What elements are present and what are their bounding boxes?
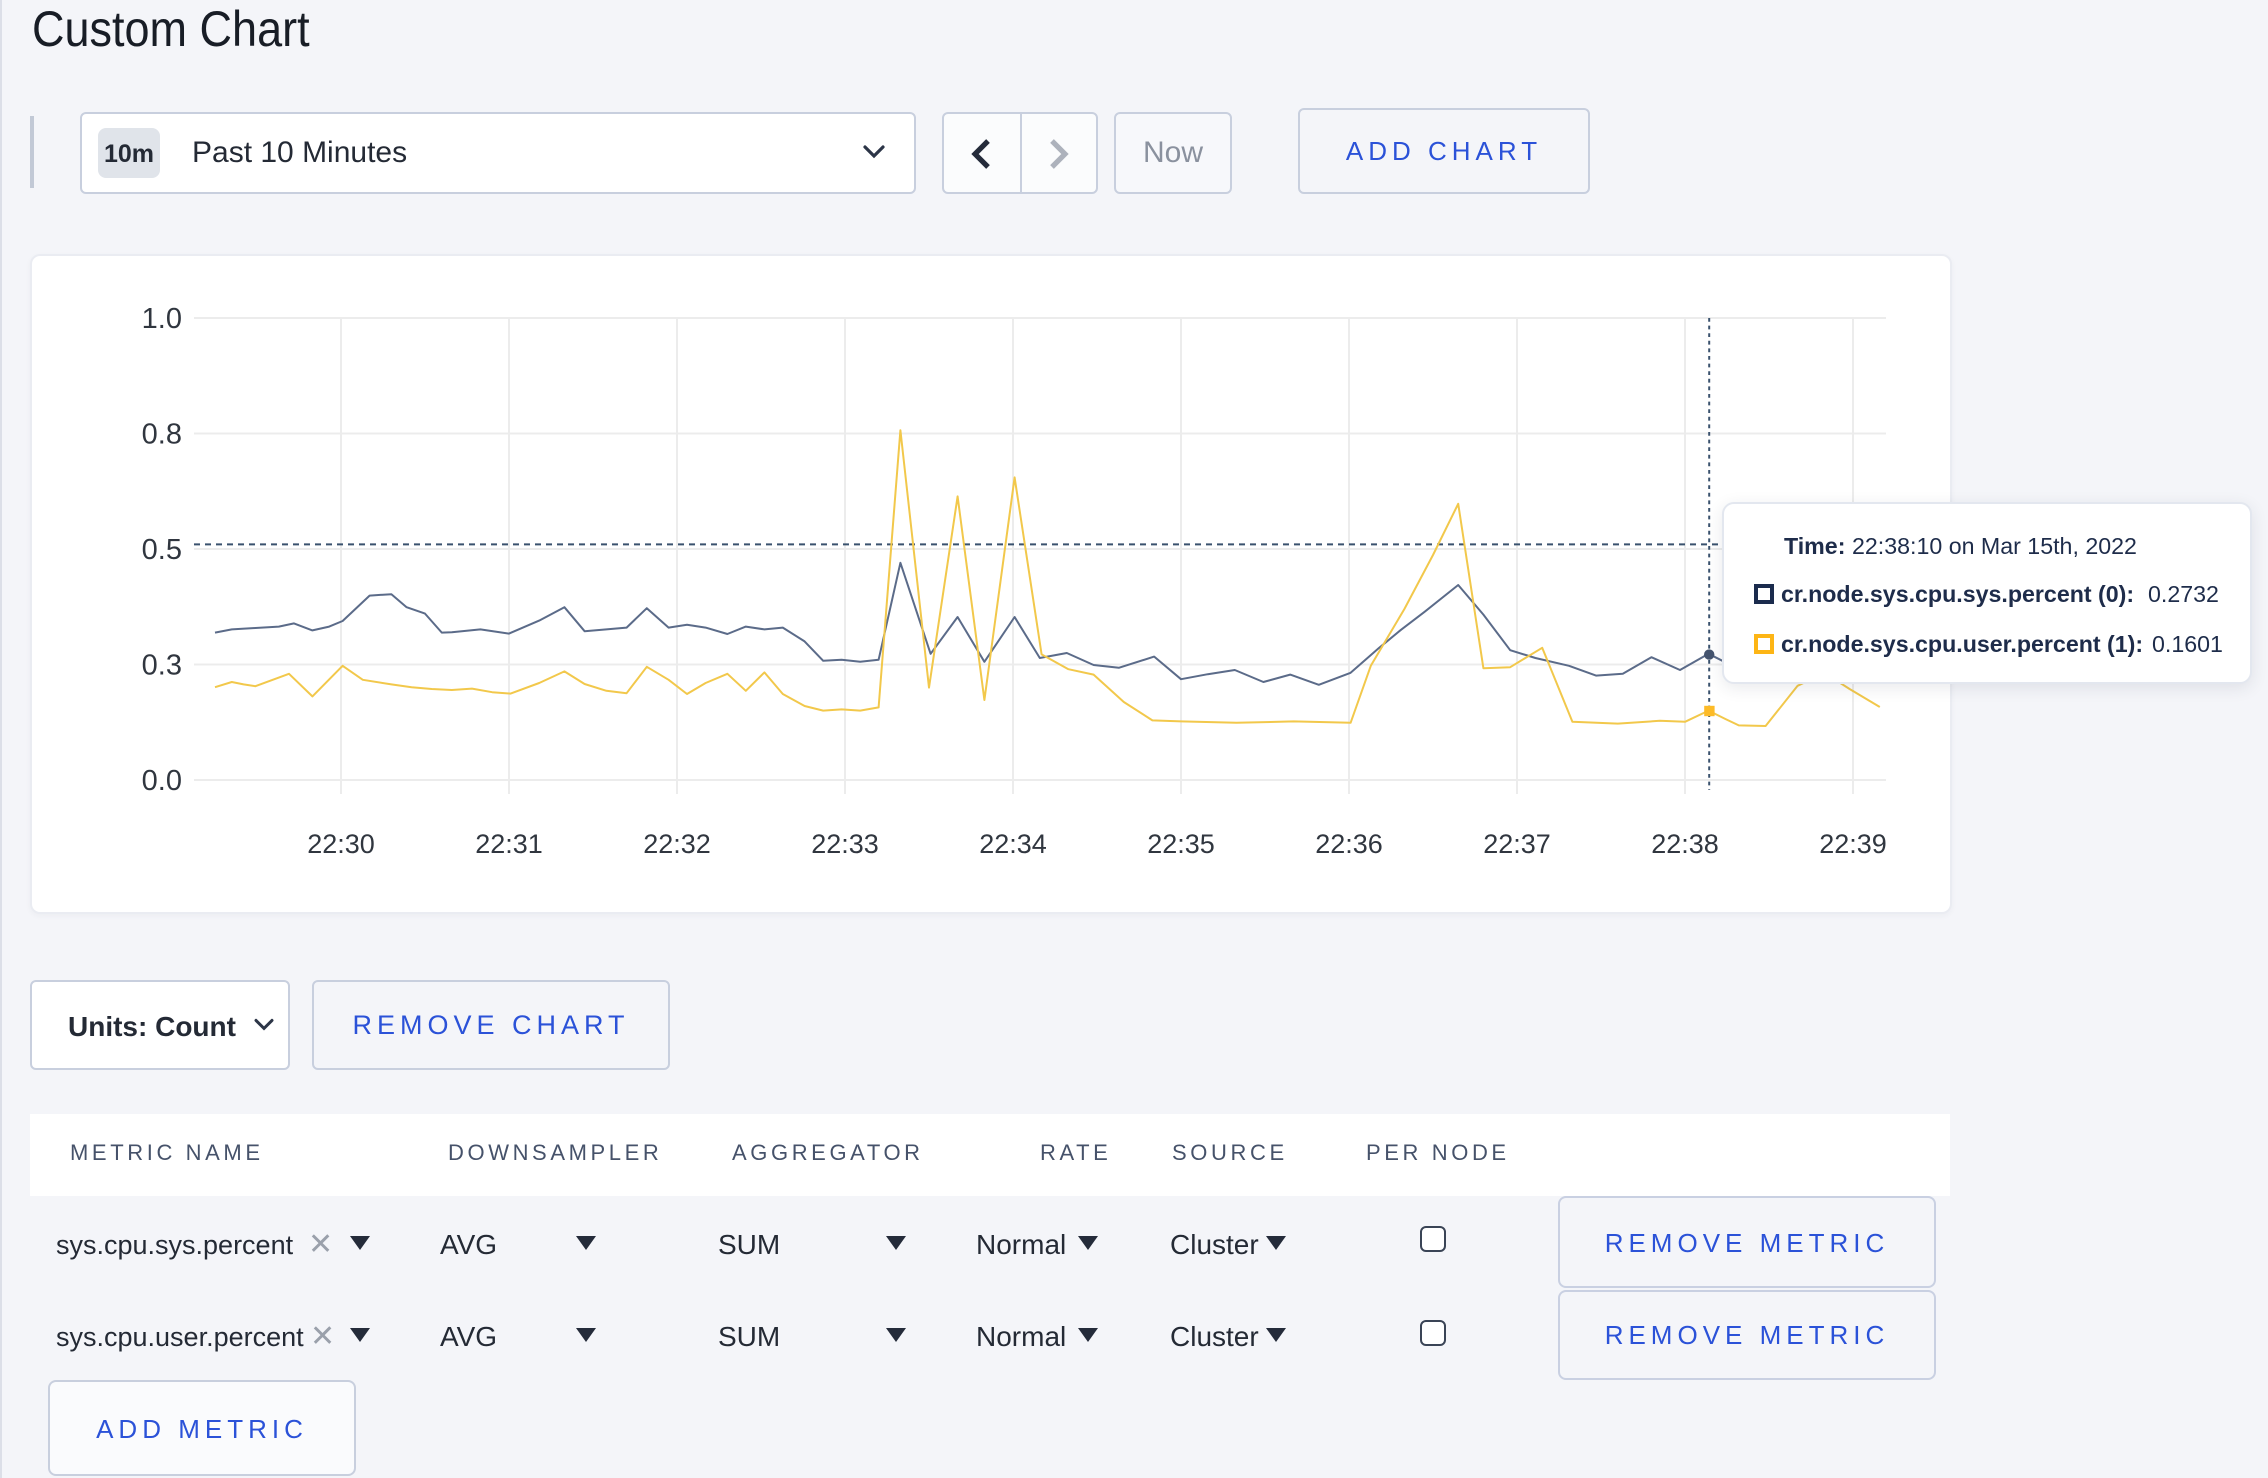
svg-text:22:38: 22:38 (1651, 829, 1719, 859)
svg-text:22:33: 22:33 (811, 829, 879, 859)
svg-text:22:36: 22:36 (1315, 829, 1383, 859)
svg-text:0.3: 0.3 (142, 650, 182, 682)
svg-text:0.0: 0.0 (142, 765, 182, 797)
svg-text:1.0: 1.0 (142, 303, 182, 335)
svg-text:0.5: 0.5 (142, 534, 182, 566)
svg-text:22:39: 22:39 (1819, 829, 1887, 859)
svg-text:22:30: 22:30 (307, 829, 375, 859)
svg-text:0.8: 0.8 (142, 419, 182, 451)
svg-text:22:37: 22:37 (1483, 829, 1551, 859)
svg-text:22:34: 22:34 (979, 829, 1047, 859)
svg-text:22:31: 22:31 (475, 829, 543, 859)
svg-text:22:32: 22:32 (643, 829, 711, 859)
svg-text:22:35: 22:35 (1147, 829, 1215, 859)
